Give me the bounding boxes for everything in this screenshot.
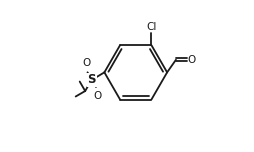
Text: O: O xyxy=(188,55,196,65)
Text: O: O xyxy=(82,58,90,68)
Text: O: O xyxy=(93,91,102,101)
Text: Cl: Cl xyxy=(146,22,157,32)
Text: S: S xyxy=(87,73,96,86)
